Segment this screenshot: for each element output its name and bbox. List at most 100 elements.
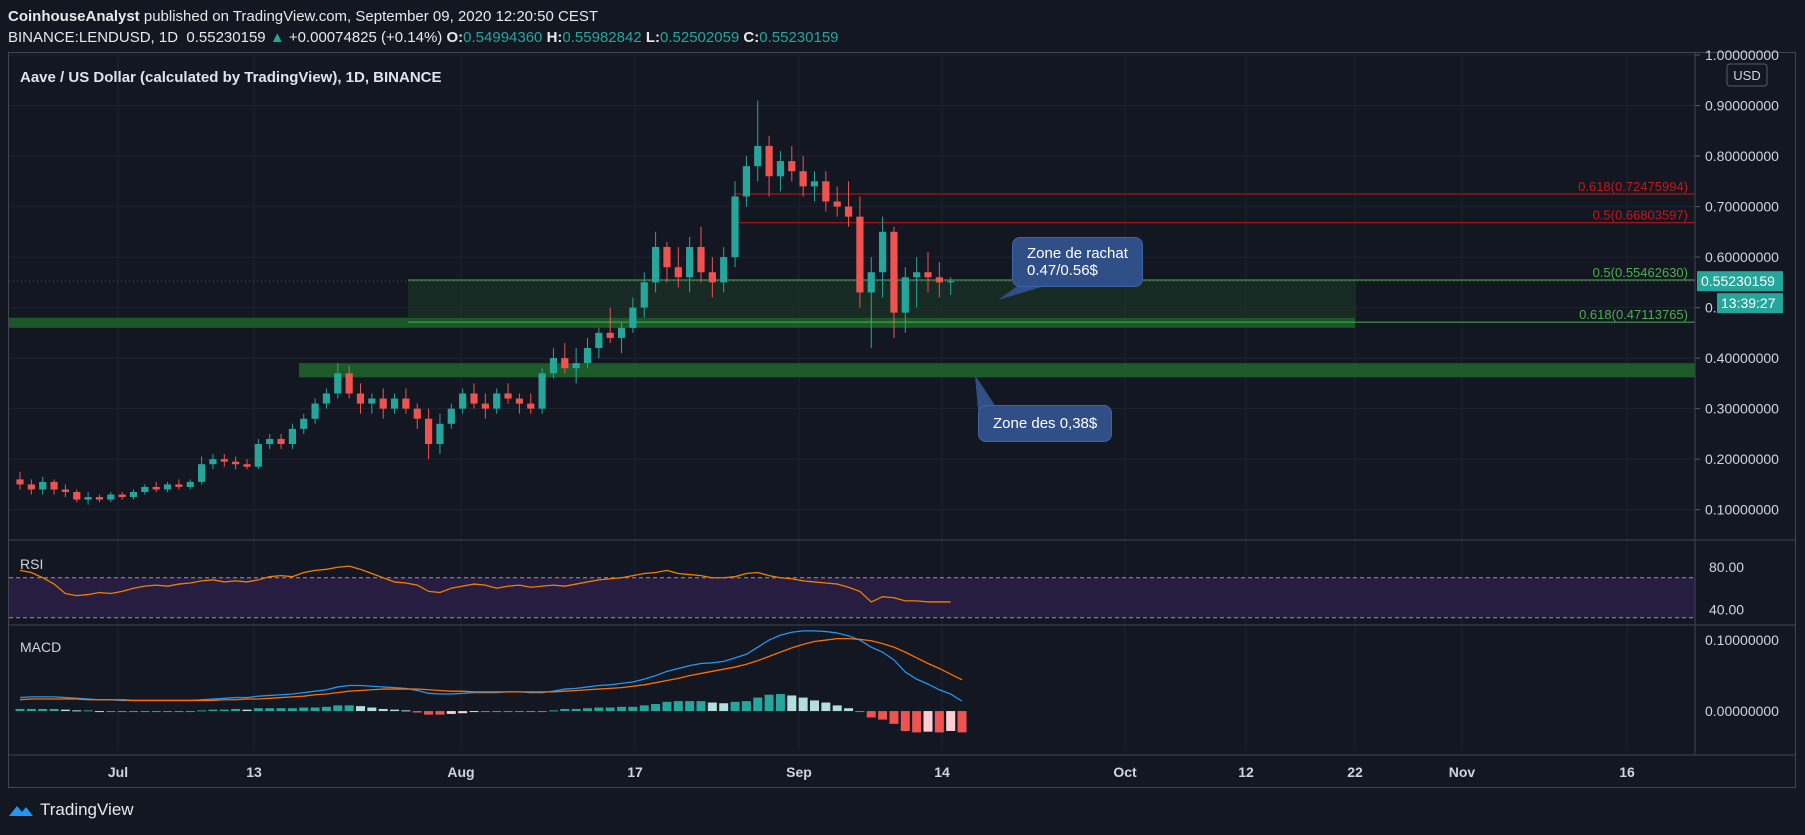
support-zone-038 — [299, 363, 1695, 378]
macd-histogram-bar — [900, 711, 910, 731]
candle-body — [198, 464, 206, 482]
macd-histogram-bar — [401, 710, 411, 712]
macd-histogram-bar — [730, 701, 740, 712]
candle-body — [288, 428, 296, 445]
macd-histogram-bar — [628, 706, 638, 712]
candle-body — [640, 282, 648, 308]
candle-body — [754, 145, 762, 167]
brand-label: TradingView — [40, 800, 134, 819]
macd-histogram-bar — [321, 706, 331, 712]
fib-level-label: 0.618(0.47113765) — [1579, 307, 1688, 322]
candle-body — [867, 272, 875, 293]
macd-histogram-bar — [469, 711, 479, 713]
zone-038-label: Zone des 0,38$ — [993, 415, 1098, 432]
macd-histogram-bar — [571, 708, 581, 712]
candle-body — [572, 363, 580, 369]
currency-badge[interactable]: USD — [1726, 63, 1768, 87]
price-axis-label: 0.40000000 — [1705, 350, 1779, 366]
macd-histogram-bar — [356, 706, 365, 712]
macd-histogram-bar — [696, 701, 706, 712]
time-axis-label: Sep — [786, 764, 812, 780]
macd-histogram-bar — [424, 711, 434, 715]
macd-histogram-bar — [651, 703, 661, 712]
buy-zone-area — [408, 280, 1356, 318]
open-label: O: — [446, 29, 464, 46]
macd-histogram-bar — [878, 711, 888, 720]
macd-histogram-bar — [866, 711, 876, 718]
zone-038-pointer — [975, 375, 998, 410]
symbol-label: BINANCE:LENDUSD, 1D — [8, 29, 179, 46]
macd-histogram-bar — [72, 710, 82, 712]
candle-body — [379, 398, 387, 409]
fib-level-label: 0.5(0.66803597) — [1593, 208, 1688, 223]
chart-title: Aave / US Dollar (calculated by TradingV… — [20, 69, 442, 86]
macd-histogram-bar — [844, 708, 854, 712]
candle-body — [731, 196, 739, 258]
candle-body — [504, 393, 512, 399]
macd-histogram-bar — [492, 711, 502, 713]
candle-body — [810, 181, 819, 187]
macd-histogram-bar — [310, 707, 320, 712]
zone-038-callout: Zone des 0,38$ — [978, 405, 1113, 442]
macd-histogram-bar — [219, 709, 229, 712]
price-tag-label: 0.55230159 — [1701, 273, 1775, 289]
macd-histogram-bar — [480, 711, 490, 713]
price-axis-label: 0.70000000 — [1705, 199, 1779, 215]
candle-body — [856, 216, 864, 293]
macd-histogram-bar — [253, 708, 263, 712]
candle-body — [527, 403, 535, 409]
fib-level-label: 0.618(0.72475994) — [1578, 179, 1688, 194]
macd-histogram-bar — [753, 697, 763, 712]
macd-histogram-bar — [662, 701, 672, 712]
macd-histogram-bar — [174, 711, 184, 713]
candle-body — [561, 358, 569, 369]
chart-frame — [8, 52, 1796, 788]
candle-body — [833, 201, 841, 207]
macd-histogram-bar — [514, 711, 524, 713]
macd-histogram-bar — [446, 711, 456, 714]
macd-histogram-bar — [912, 711, 922, 733]
candle-body — [663, 246, 671, 268]
author-name[interactable]: CoinhouseAnalyst — [8, 8, 140, 25]
macd-histogram-bar — [810, 700, 819, 712]
candle-body — [73, 492, 81, 500]
candle-body — [708, 272, 716, 283]
macd-histogram-bar — [923, 711, 933, 732]
footer-brand[interactable]: TradingView — [8, 800, 134, 820]
candle-body — [674, 267, 682, 278]
zone-rachat-title: Zone de rachat — [1027, 245, 1128, 262]
macd-histogram-bar — [503, 711, 513, 713]
low-value: 0.52502059 — [660, 29, 740, 46]
macd-histogram-bar — [594, 707, 604, 712]
macd-histogram-bar — [775, 694, 785, 712]
candle-body — [175, 484, 183, 487]
macd-histogram-bar — [185, 711, 195, 713]
candle-body — [118, 494, 126, 498]
price-axis-label: 0.60000000 — [1705, 249, 1779, 265]
macd-histogram-bar — [548, 710, 558, 712]
rsi-line — [19, 565, 951, 603]
price-axis-label: 0.80000000 — [1705, 148, 1779, 164]
macd-histogram-bar — [537, 711, 547, 713]
macd-histogram-bar — [889, 711, 899, 724]
macd-histogram-bar — [94, 711, 104, 713]
candle-body — [595, 332, 603, 349]
candle-body — [776, 161, 785, 177]
candle-body — [163, 484, 172, 490]
time-axis-label: Oct — [1113, 764, 1137, 780]
candle-body — [129, 492, 138, 498]
macd-histogram-bar — [526, 711, 536, 713]
candle-body — [617, 327, 626, 338]
macd-axis-label: 0.10000000 — [1705, 632, 1779, 648]
candle-body — [95, 497, 104, 500]
macd-label: MACD — [20, 639, 61, 655]
publisher-line: CoinhouseAnalyst published on TradingVie… — [8, 8, 598, 25]
macd-histogram-bar — [934, 711, 944, 733]
price-tag-box — [1697, 271, 1783, 292]
candle-body — [300, 418, 308, 429]
publish-info: published on TradingView.com, September … — [143, 8, 599, 25]
macd-histogram-bar — [344, 705, 354, 712]
macd-histogram-bar — [49, 708, 59, 712]
macd-histogram-bar — [129, 711, 138, 713]
